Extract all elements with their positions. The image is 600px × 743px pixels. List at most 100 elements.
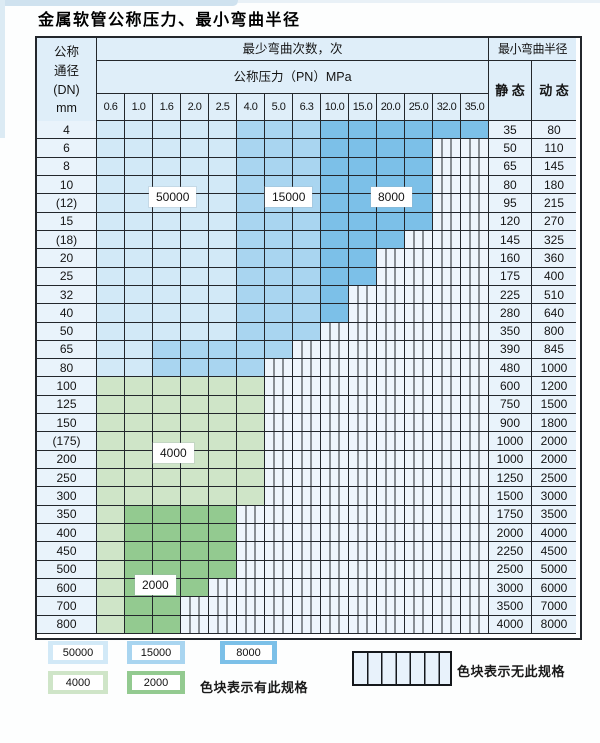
dynamic-value-cell: 1200 [532,377,576,396]
no-spec-cell [433,542,461,561]
spec-cell [209,432,237,451]
no-spec-cell [349,359,377,378]
no-spec-cell [293,597,321,616]
no-spec-cell [433,524,461,543]
spec-cell [97,194,125,213]
spec-cell [97,450,125,470]
spec-cell [209,304,237,323]
spec-cell [153,267,181,286]
no-spec-cell [265,432,293,451]
spec-cell [125,505,153,525]
spec-cell [97,359,125,378]
spec-cell [321,175,349,195]
spec-cell [153,542,181,561]
spec-cell [181,377,209,396]
no-spec-cell [293,542,321,561]
spec-cell [293,139,321,158]
no-spec-cell [433,450,461,470]
spec-cell [125,340,153,360]
dynamic-value-cell: 2000 [532,432,576,451]
pressure-col-header: 1.0 [125,94,153,121]
spec-cell [237,414,265,433]
no-spec-cell [321,579,349,598]
no-spec-cell [293,450,321,470]
spec-cell [125,285,153,305]
no-spec-cell [433,615,461,634]
spec-cell [237,194,265,213]
no-spec-cell [209,597,237,616]
no-spec-cell [377,267,405,286]
spec-cell [321,157,349,176]
pressure-col-header: 25.0 [405,94,433,121]
no-spec-cell [265,395,293,415]
no-spec-cell [265,414,293,433]
spec-cell [349,249,377,268]
static-value-cell: 2250 [489,542,532,561]
no-spec-cell [209,615,237,634]
spec-cell [153,597,181,616]
static-value-cell: 4000 [489,615,532,634]
spec-cell [321,304,349,323]
no-spec-cell [293,524,321,543]
spec-cell [265,121,293,140]
no-spec-cell [433,469,461,488]
spec-cell [209,121,237,140]
spec-cell [293,304,321,323]
static-value-cell: 3000 [489,579,532,598]
spec-cell [125,395,153,415]
spec-cell [237,377,265,396]
no-spec-cell [377,487,405,506]
cycle-count-label: 2000 [135,575,176,595]
spec-cell [97,597,125,616]
dynamic-value-cell: 215 [532,194,576,213]
no-spec-cell [405,597,433,616]
no-spec-cell [237,524,265,543]
no-spec-cell [293,487,321,506]
spec-cell [237,121,265,140]
spec-cell [209,395,237,415]
dynamic-value-cell: 3500 [532,505,576,525]
dn-cell: 450 [37,542,97,561]
spec-cell [181,560,209,579]
no-spec-cell [349,395,377,415]
dn-cell: 150 [37,414,97,433]
dynamic-value-cell: 3000 [532,487,576,506]
spec-cell [97,432,125,451]
spec-cell [125,249,153,268]
scan-artifact-left [0,0,5,138]
static-value-cell: 35 [489,121,532,140]
static-value-cell: 1000 [489,432,532,451]
spec-cell [97,304,125,323]
spec-cell [181,340,209,360]
spec-cell [97,340,125,360]
no-spec-cell [461,212,489,231]
dynamic-column-header: 动 态 [532,61,576,121]
static-value-cell: 1250 [489,469,532,488]
no-spec-cell [265,542,293,561]
no-spec-cell [349,340,377,360]
no-spec-cell [433,230,461,250]
no-spec-cell [237,542,265,561]
no-spec-cell [377,615,405,634]
no-spec-cell [349,322,377,341]
pressure-col-header: 2.5 [209,94,237,121]
spec-cell [181,304,209,323]
dynamic-value-cell: 8000 [532,615,576,634]
spec-cell [97,249,125,268]
no-spec-cell [293,414,321,433]
no-spec-cell [265,359,293,378]
spec-cell [181,121,209,140]
pressure-col-header: 6.3 [293,94,321,121]
spec-cell [97,139,125,158]
spec-cell [265,230,293,250]
no-spec-cell [433,597,461,616]
no-spec-cell [377,469,405,488]
static-value-cell: 50 [489,139,532,158]
no-spec-cell [237,615,265,634]
spec-cell [265,212,293,231]
spec-cell [237,432,265,451]
spec-cell [237,267,265,286]
spec-cell [153,212,181,231]
static-value-cell: 2000 [489,524,532,543]
no-spec-cell [377,285,405,305]
